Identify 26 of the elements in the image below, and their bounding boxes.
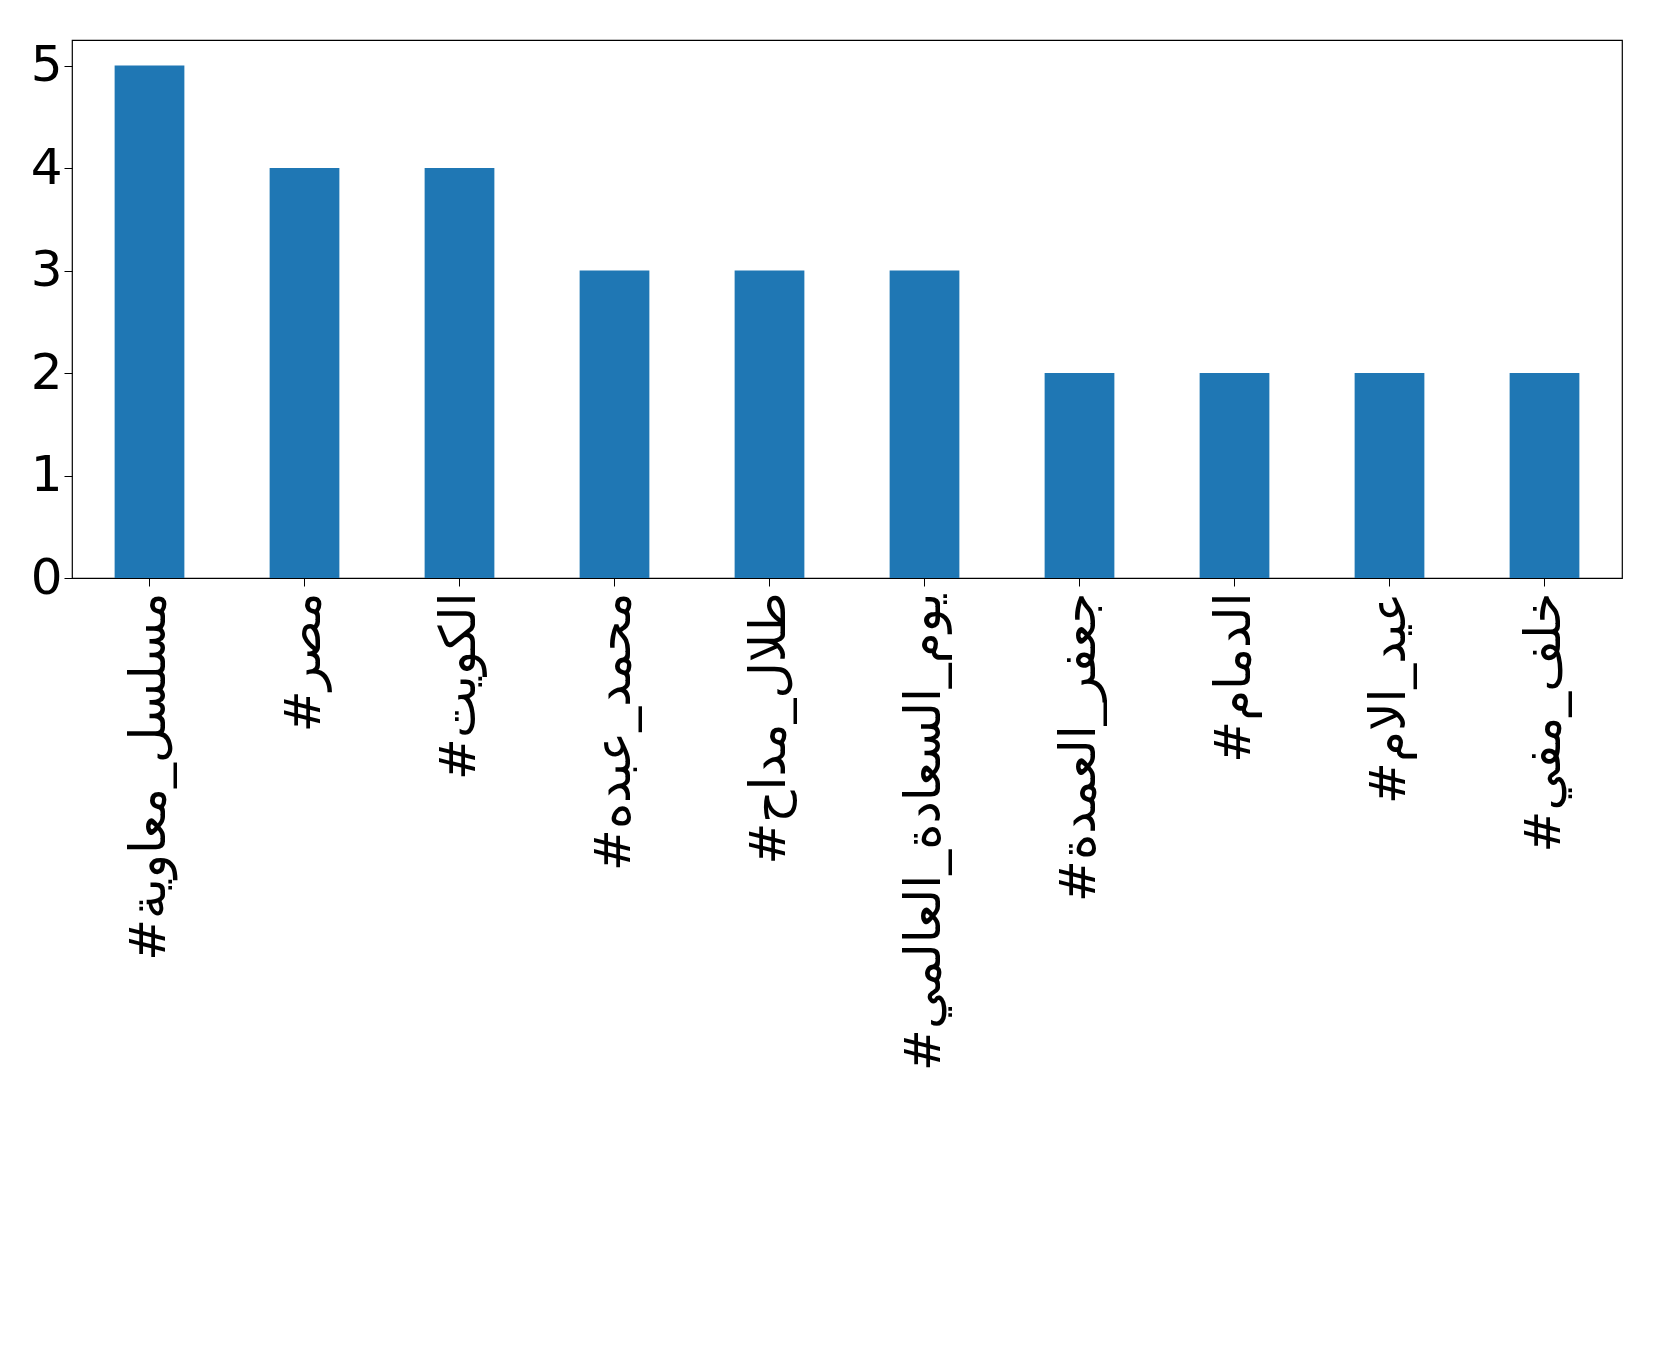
- y-tick-label: 1: [30, 445, 63, 504]
- x-tick-label: #مصر: [273, 592, 332, 733]
- x-tick-label: #خلف_مفي: [1513, 592, 1572, 853]
- x-tick-label: #مسلسل_معاوية: [118, 592, 178, 961]
- x-tick-label: #محمد_عبده: [583, 592, 642, 871]
- bar: [269, 168, 340, 578]
- x-tick-label: #يوم_السعادة_العالمي: [893, 592, 952, 1071]
- x-tick-label: #طلال_مداح: [738, 592, 797, 865]
- bar: [734, 270, 805, 578]
- bar: [1509, 373, 1580, 578]
- x-tick-label: #عيد_الام: [1358, 592, 1417, 804]
- y-tick-label: 0: [30, 547, 63, 606]
- x-tick-label: #جعفر_العمدة: [1048, 592, 1107, 902]
- y-tick-label: 3: [30, 240, 63, 299]
- y-tick-label: 2: [30, 342, 63, 401]
- y-tick-label: 5: [30, 35, 63, 94]
- x-tick-label: #الدمام: [1203, 592, 1262, 763]
- bar: [1199, 373, 1270, 578]
- bar: [424, 168, 495, 578]
- y-tick-label: 4: [30, 137, 63, 196]
- bar: [1044, 373, 1115, 578]
- bar: [114, 65, 185, 578]
- x-tick-label: #الكويت: [428, 592, 487, 780]
- bar: [889, 270, 960, 578]
- bar: [579, 270, 650, 578]
- bar: [1354, 373, 1425, 578]
